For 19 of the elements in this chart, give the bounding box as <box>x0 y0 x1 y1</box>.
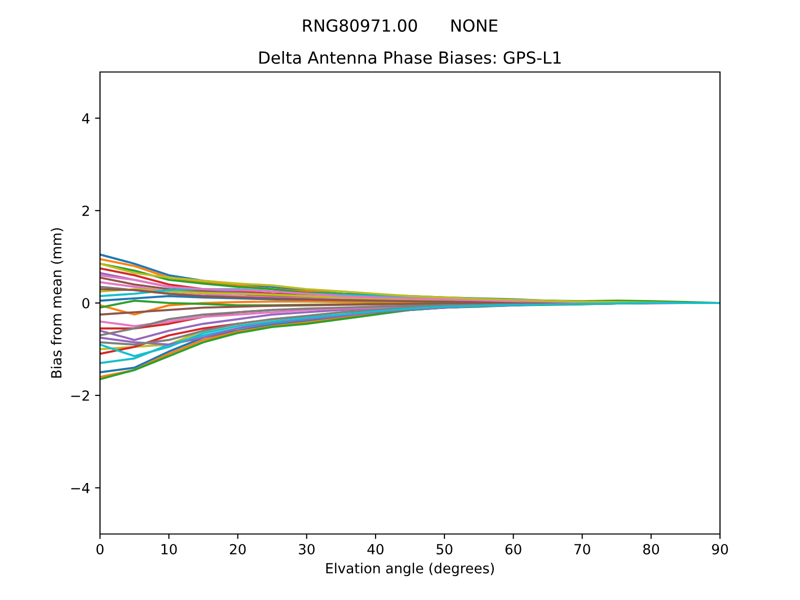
x-tick-label: 70 <box>574 544 590 554</box>
x-tick-label: 10 <box>162 544 177 554</box>
x-tick-label: 60 <box>505 544 522 554</box>
y-axis-title: Bias from mean (mm) <box>50 228 64 378</box>
x-tick-label: 30 <box>298 544 315 554</box>
x-axis-title: Elvation angle (degrees) <box>326 562 494 576</box>
x-tick-label: 0 <box>96 544 104 554</box>
y-tick-label: 0 <box>82 298 90 308</box>
y-tick-label: 2 <box>82 206 89 216</box>
chart-title: Delta Antenna Phase Biases: GPS-L1 <box>259 51 561 64</box>
x-tick-label: 20 <box>230 544 246 554</box>
y-tick-label: −2 <box>71 390 89 401</box>
x-tick-label: 80 <box>643 544 660 554</box>
x-tick-label: 40 <box>367 544 384 554</box>
text: RNG80971.00 NONE <box>303 19 498 32</box>
x-tick-label: 50 <box>436 544 452 554</box>
y-tick-label: 4 <box>82 113 90 124</box>
x-tick-label: 90 <box>712 544 728 554</box>
y-tick-label: −4 <box>71 482 90 494</box>
